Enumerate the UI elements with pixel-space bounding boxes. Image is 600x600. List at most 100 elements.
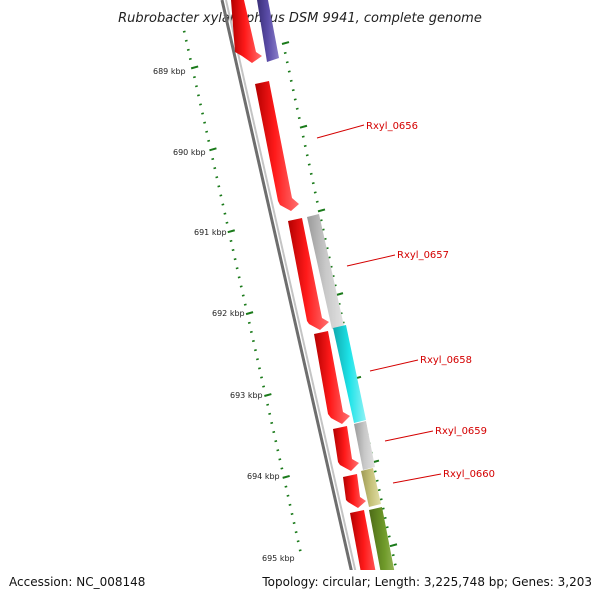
gene-feature[interactable] bbox=[343, 474, 366, 508]
tick-mark bbox=[270, 421, 274, 425]
kbp-label-689: 689 kbp bbox=[153, 67, 186, 76]
tick-mark bbox=[260, 376, 264, 379]
tick-mark bbox=[229, 239, 233, 243]
tick-mark bbox=[377, 488, 381, 492]
tick-mark bbox=[294, 531, 298, 534]
tick-mark bbox=[211, 157, 215, 161]
gene-feature[interactable] bbox=[333, 325, 366, 423]
tick-mark bbox=[381, 507, 385, 510]
map-title: Rubrobacter xylanophilus DSM 9941, compl… bbox=[118, 11, 482, 26]
footer-background bbox=[0, 570, 600, 600]
tick-mark bbox=[243, 303, 247, 306]
tick-mark bbox=[278, 458, 282, 461]
gene-feature[interactable] bbox=[288, 218, 329, 330]
tick-mark bbox=[393, 563, 397, 566]
tick-mark bbox=[264, 393, 272, 397]
tick-mark bbox=[247, 321, 251, 324]
tick-mark bbox=[249, 330, 253, 334]
gene-feature[interactable] bbox=[314, 331, 350, 424]
tick-mark bbox=[301, 135, 305, 138]
tick-mark bbox=[285, 61, 289, 64]
tick-mark bbox=[315, 200, 319, 203]
tick-mark bbox=[282, 474, 290, 479]
tick-mark bbox=[298, 549, 302, 552]
tick-mark bbox=[317, 208, 326, 213]
tick-mark bbox=[303, 144, 307, 148]
tick-mark bbox=[237, 276, 241, 279]
tick-mark bbox=[268, 412, 272, 415]
tick-mark bbox=[190, 65, 199, 70]
tick-mark bbox=[281, 41, 290, 45]
tick-mark bbox=[335, 292, 344, 297]
gene-feature[interactable] bbox=[257, 0, 279, 62]
kbp-label-690: 690 kbp bbox=[173, 148, 206, 157]
tick-mark bbox=[203, 121, 207, 124]
tick-mark bbox=[194, 85, 198, 88]
gene-feature[interactable] bbox=[307, 214, 344, 329]
gene-feature[interactable] bbox=[255, 81, 299, 211]
kbp-label-691: 691 kbp bbox=[194, 228, 227, 237]
accession-text: Accession: NC_008148 bbox=[9, 575, 145, 589]
tick-mark bbox=[225, 221, 229, 224]
tick-mark bbox=[219, 194, 223, 197]
tick-mark bbox=[251, 339, 255, 343]
tick-mark bbox=[295, 107, 299, 110]
gene-label-rxyl-0656[interactable]: Rxyl_0656 bbox=[366, 121, 418, 132]
tick-mark bbox=[305, 154, 309, 157]
tick-mark bbox=[283, 51, 287, 55]
tick-mark bbox=[389, 543, 398, 548]
tick-mark bbox=[209, 147, 217, 152]
tick-mark bbox=[207, 139, 211, 142]
gene-feature[interactable] bbox=[354, 421, 375, 470]
tick-mark bbox=[373, 470, 377, 473]
gene-label-rxyl-0659[interactable]: Rxyl_0659 bbox=[435, 426, 487, 437]
tick-mark bbox=[188, 57, 192, 61]
tick-mark bbox=[197, 94, 200, 97]
tick-mark bbox=[290, 512, 294, 516]
tick-mark bbox=[221, 203, 225, 206]
topology-text: Topology: circular; Length: 3,225,748 bp… bbox=[261, 575, 592, 589]
tick-mark bbox=[223, 212, 227, 215]
tick-mark bbox=[292, 521, 296, 525]
forward-strand-genes bbox=[231, 0, 381, 600]
gene-feature[interactable] bbox=[231, 0, 262, 63]
secondary-track-genes bbox=[257, 0, 400, 600]
tick-mark bbox=[186, 48, 190, 51]
tick-mark bbox=[287, 70, 291, 73]
tick-mark bbox=[391, 554, 395, 557]
gene-label-leaders bbox=[316, 124, 442, 484]
gene-label-rxyl-0658[interactable]: Rxyl_0658 bbox=[420, 355, 472, 366]
tick-mark bbox=[215, 176, 219, 179]
gene-feature[interactable] bbox=[361, 468, 381, 507]
tick-mark bbox=[383, 516, 387, 520]
tick-mark bbox=[297, 116, 301, 120]
gene-feature[interactable] bbox=[333, 426, 359, 471]
kbp-label-694: 694 kbp bbox=[247, 472, 280, 481]
gene-label-rxyl-0657[interactable]: Rxyl_0657 bbox=[397, 250, 449, 261]
tick-mark bbox=[272, 430, 276, 434]
tick-mark bbox=[227, 229, 236, 234]
tick-mark bbox=[182, 30, 186, 33]
tick-mark bbox=[280, 467, 284, 470]
tick-mark bbox=[253, 349, 257, 352]
tick-mark bbox=[256, 358, 259, 361]
tick-mark bbox=[299, 124, 308, 129]
gene-labels: Rxyl_0656 Rxyl_0657 Rxyl_0658 Rxyl_0659 … bbox=[366, 121, 495, 480]
tick-mark bbox=[387, 535, 391, 538]
tick-mark bbox=[213, 167, 217, 170]
tick-mark bbox=[266, 403, 270, 406]
tick-mark bbox=[284, 485, 288, 488]
tick-mark bbox=[309, 172, 313, 175]
tick-mark bbox=[289, 79, 293, 82]
tick-mark bbox=[239, 285, 243, 288]
tick-mark bbox=[293, 98, 297, 101]
tick-mark bbox=[199, 103, 202, 106]
tick-mark bbox=[245, 311, 254, 316]
tick-mark bbox=[286, 494, 290, 497]
tick-mark bbox=[231, 248, 235, 252]
tick-mark bbox=[291, 89, 295, 92]
tick-mark bbox=[235, 267, 239, 270]
gene-label-rxyl-0660[interactable]: Rxyl_0660 bbox=[443, 469, 495, 480]
tick-mark bbox=[379, 498, 383, 501]
